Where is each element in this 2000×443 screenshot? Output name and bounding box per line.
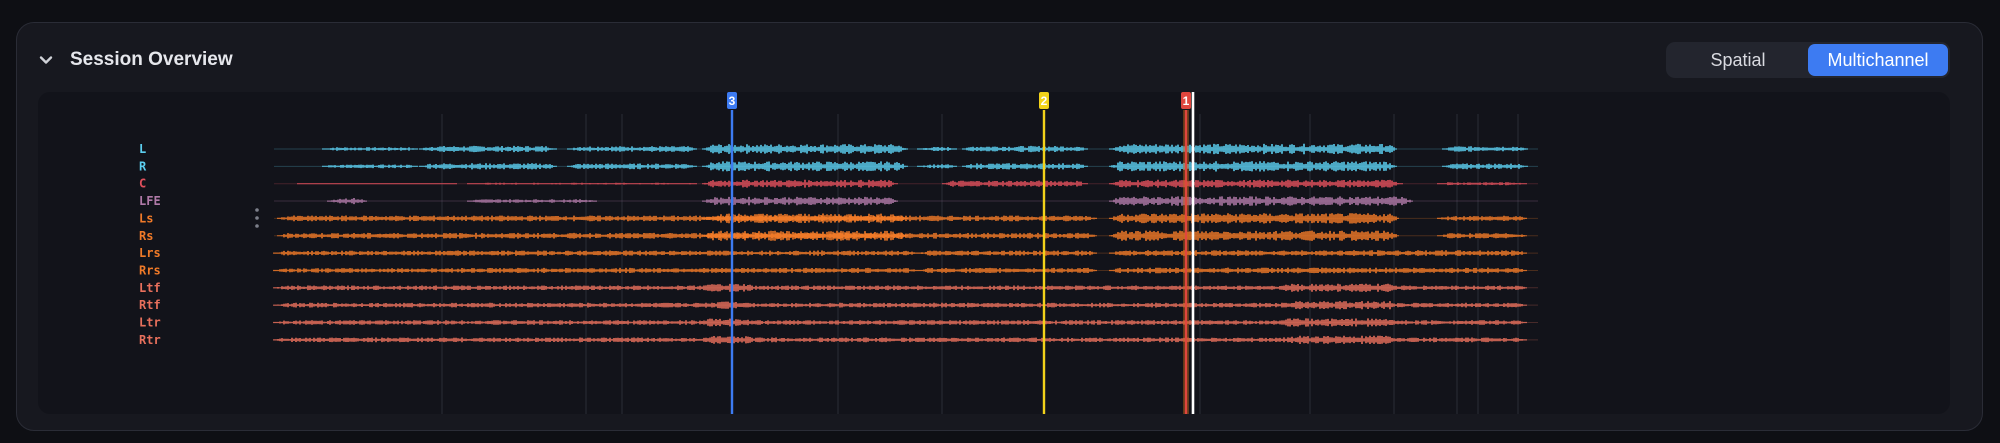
channel-label-lrs: Lrs (139, 246, 161, 260)
channel-label-rs: Rs (139, 229, 153, 243)
waveform-rs (277, 230, 1527, 241)
drag-handle-dot[interactable] (255, 216, 259, 220)
marker-1[interactable]: 1 (1181, 92, 1191, 414)
waveform-lrs (273, 250, 1527, 256)
channel-label-ltr: Ltr (139, 316, 161, 330)
channel-label-r: R (139, 159, 147, 173)
chevron-down-icon[interactable] (36, 50, 56, 70)
channel-label-lfe: LFE (139, 194, 161, 208)
waveform-lfe (327, 196, 1413, 206)
waveform-c (297, 179, 1527, 188)
view-mode-toggle: Spatial Multichannel (1666, 42, 1950, 78)
channel-label-rtf: Rtf (139, 298, 161, 312)
channel-label-rtr: Rtr (139, 333, 161, 347)
waveform-r (322, 161, 1528, 172)
waveform-canvas[interactable]: LRC LFE Ls Rs Lrs Rrs Ltf Rtf Ltr Rtr 3 2 1 (38, 92, 1950, 414)
marker-label: 2 (1041, 94, 1048, 108)
multichannel-tab[interactable]: Multichannel (1808, 44, 1948, 76)
marker-3[interactable]: 3 (727, 92, 737, 414)
marker-label: 3 (729, 94, 736, 108)
waveform-rtr (273, 335, 1527, 344)
channel-label-c: C (139, 177, 146, 191)
spatial-tab[interactable]: Spatial (1710, 49, 1766, 70)
waveform-l (322, 143, 1528, 155)
waveform-ls (277, 213, 1527, 224)
multichannel-waveform-view[interactable]: L R C LFE Ls Rs Lrs Rrs Ltf Rtf Ltr Rtr 3 2 1 (38, 92, 1950, 414)
channel-label-ltf: Ltf (139, 281, 161, 295)
marker-2[interactable]: 2 (1039, 92, 1049, 414)
waveform-rrs (273, 267, 1527, 274)
channel-label-l: L (139, 142, 146, 156)
drag-handle-dot[interactable] (255, 208, 259, 212)
channel-label-ls: Ls (139, 211, 153, 225)
section-title: Session Overview (70, 49, 233, 70)
marker-label: 1 (1183, 94, 1190, 108)
drag-handle-dot[interactable] (255, 224, 259, 228)
waveform-ltr (273, 318, 1527, 327)
channel-label-rrs: Rrs (139, 263, 161, 277)
waveform-rtf (273, 301, 1527, 310)
waveform-ltf (273, 283, 1527, 292)
